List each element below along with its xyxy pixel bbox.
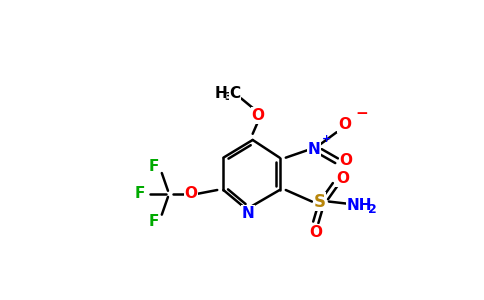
Text: −: − bbox=[355, 106, 368, 121]
Text: N: N bbox=[242, 206, 255, 220]
Text: 2: 2 bbox=[368, 203, 377, 216]
Text: O: O bbox=[339, 153, 352, 168]
Text: O: O bbox=[309, 225, 322, 240]
Text: 3: 3 bbox=[224, 92, 232, 102]
Text: H: H bbox=[215, 86, 227, 101]
Text: N: N bbox=[308, 142, 320, 158]
Text: O: O bbox=[336, 171, 349, 186]
Text: NH: NH bbox=[347, 198, 373, 213]
Text: F: F bbox=[148, 159, 159, 174]
Text: F: F bbox=[148, 214, 159, 229]
Text: S: S bbox=[314, 193, 326, 211]
Text: O: O bbox=[252, 108, 265, 123]
Text: O: O bbox=[338, 117, 351, 132]
Text: O: O bbox=[184, 186, 197, 201]
Text: +: + bbox=[322, 134, 331, 144]
Text: C: C bbox=[229, 86, 241, 101]
Text: F: F bbox=[135, 186, 145, 201]
